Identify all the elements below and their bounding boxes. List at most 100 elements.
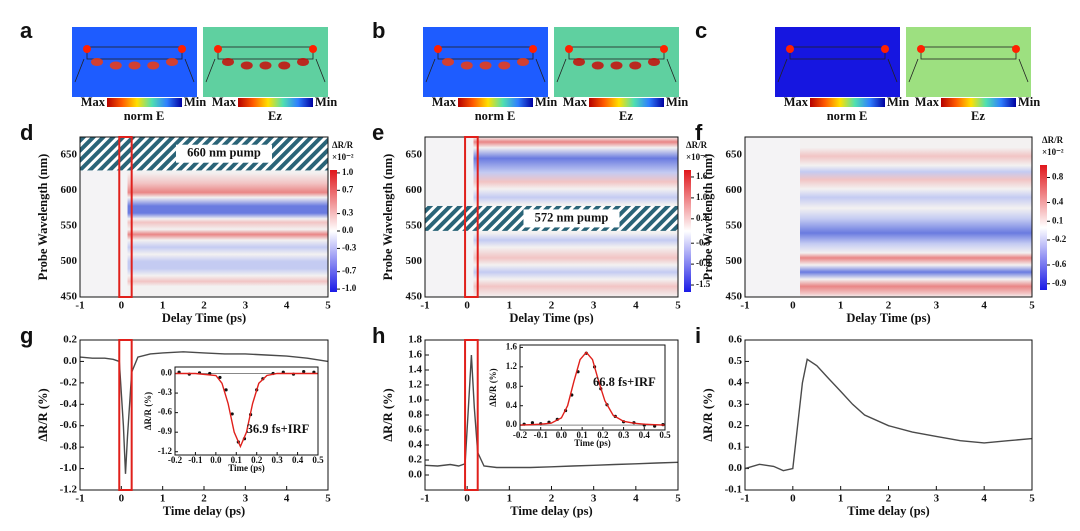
colorbar-unit: ×10⁻²: [332, 152, 354, 162]
x-tick-label: 0.5: [659, 430, 671, 440]
y-tick-label: 650: [61, 148, 78, 160]
structure: [666, 58, 677, 83]
y-tick-label: 1.4: [408, 364, 422, 376]
y-tick-label: -0.9: [158, 426, 173, 436]
x-tick-label: 0.4: [639, 430, 651, 440]
y-tick-label: 0.2: [63, 334, 77, 346]
colorbar-unit: ×10⁻²: [686, 152, 708, 162]
x-tick-label: 1: [838, 493, 844, 505]
axes-frame: [79, 136, 329, 298]
y-tick-label: 550: [726, 219, 743, 231]
x-tick-label: 1: [507, 300, 513, 312]
field-hotspot: [83, 45, 91, 53]
data-line: [175, 372, 318, 449]
x-tick-label: 5: [325, 493, 331, 505]
field-hotspot: [648, 58, 660, 66]
data-line: [424, 354, 679, 469]
field-hotspot: [214, 45, 222, 53]
colorbar-min: Min: [666, 95, 688, 109]
x-tick-label: 0.3: [618, 430, 630, 440]
x-tick-label: 3: [243, 300, 249, 312]
colorbar: [810, 98, 885, 107]
panel-letter: d: [20, 120, 33, 145]
colorbar-tick-label: 1.0: [342, 167, 354, 177]
highlight-box: [464, 136, 479, 298]
x-tick-label: 2: [886, 300, 892, 312]
y-tick-label: 0.0: [408, 469, 422, 481]
x-tick-label: 0: [790, 493, 796, 505]
x-tick-label: -0.2: [168, 455, 183, 465]
field-name: norm E: [124, 109, 165, 123]
colorbar-tick-label: 0.8: [1052, 172, 1064, 182]
field-hotspot: [629, 61, 642, 70]
x-tick-label: 0: [464, 300, 470, 312]
colorbar: [238, 98, 313, 107]
x-axis-label: Time (ps): [574, 438, 611, 448]
y-tick-label: -0.3: [158, 387, 173, 397]
field-name: norm E: [827, 109, 868, 123]
pump-label: 660 nm pump: [187, 146, 261, 160]
x-tick-label: 2: [886, 493, 892, 505]
x-tick-label: -1: [740, 493, 749, 505]
field-hotspot: [240, 61, 253, 70]
x-tick-label: 2: [201, 300, 207, 312]
x-tick-label: -1: [75, 300, 84, 312]
y-tick-label: 1.2: [506, 361, 518, 371]
data-point: [230, 412, 234, 416]
inset-annotation: 36.9 fs+IRF: [247, 422, 310, 436]
colorbar: [589, 98, 664, 107]
y-tick-label: 600: [726, 184, 743, 196]
colorbar-max: Max: [432, 95, 457, 109]
field-hotspot: [517, 58, 529, 66]
field-hotspot: [91, 58, 103, 66]
data-point: [218, 375, 222, 380]
x-tick-label: 0.3: [272, 455, 284, 465]
panel-letter: g: [20, 323, 33, 348]
structure: [556, 58, 567, 83]
colorbar-max: Max: [915, 95, 940, 109]
field-hotspot: [166, 58, 178, 66]
field-hotspot: [442, 58, 454, 66]
y-tick-label: -1.2: [158, 446, 173, 456]
structure: [315, 58, 326, 83]
x-tick-label: -1: [420, 300, 429, 312]
panel-letter: c: [695, 18, 707, 43]
y-tick-label: 0.0: [728, 462, 742, 474]
x-tick-label: 0.1: [577, 430, 589, 440]
data-line: [744, 358, 1033, 472]
field-hotspot: [178, 45, 186, 53]
panel-letter: a: [20, 18, 33, 43]
x-tick-label: 3: [243, 493, 249, 505]
field-hotspot: [565, 45, 573, 53]
x-tick-label: 3: [591, 300, 597, 312]
colorbar-tick-label: 0.1: [1052, 215, 1064, 225]
field-hotspot: [278, 61, 291, 70]
y-tick-label: 500: [726, 255, 743, 267]
field-hotspot: [259, 61, 272, 70]
y-tick-label: 650: [726, 148, 743, 160]
y-tick-label: 450: [726, 291, 743, 303]
y-tick-label: 0.8: [408, 409, 422, 421]
colorbar: [941, 98, 1016, 107]
x-tick-label: 2: [549, 300, 555, 312]
x-tick-label: 0.5: [312, 455, 324, 465]
x-axis-label: Time delay (ps): [847, 504, 929, 518]
field-hotspot: [1012, 45, 1020, 53]
x-tick-label: 3: [934, 493, 940, 505]
inset-bg: [175, 367, 318, 455]
panel-letter: e: [372, 120, 384, 145]
structure: [205, 58, 216, 83]
field-map: [775, 27, 900, 97]
axes-frame: [744, 136, 1033, 298]
x-tick-label: -0.1: [534, 430, 549, 440]
colorbar-tick-label: -1.5: [696, 279, 711, 289]
y-tick-label: 1.6: [506, 341, 518, 351]
colorbar: [107, 98, 182, 107]
x-tick-label: 5: [325, 300, 331, 312]
x-tick-label: 0.4: [292, 455, 304, 465]
y-tick-label: 500: [406, 255, 423, 267]
x-tick-label: -1: [740, 300, 749, 312]
field-name: Ez: [971, 109, 985, 123]
x-tick-label: -0.2: [513, 430, 528, 440]
x-tick-label: 4: [633, 300, 639, 312]
